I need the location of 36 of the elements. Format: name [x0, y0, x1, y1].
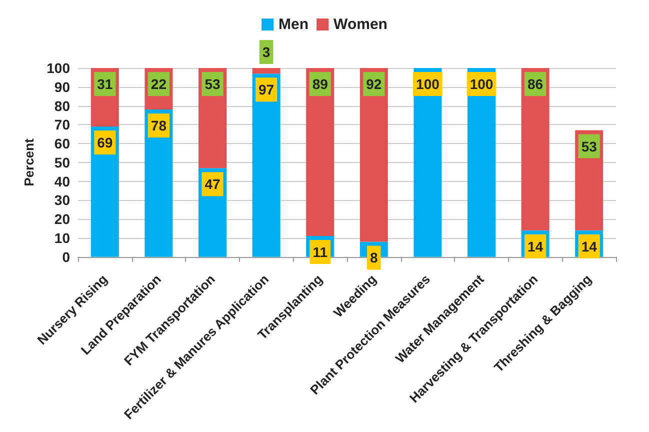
- y-tick-label: 60: [54, 136, 70, 152]
- data-label: 22: [150, 76, 167, 92]
- y-tick-label: 50: [54, 154, 70, 170]
- data-label: 53: [204, 76, 220, 92]
- y-tick-label: 40: [54, 173, 70, 190]
- data-label: 100: [416, 76, 440, 92]
- y-tick-label: 20: [54, 211, 70, 228]
- data-label: 92: [366, 76, 382, 92]
- legend-label: Men: [278, 16, 309, 33]
- bar: [252, 68, 280, 74]
- data-label: 89: [312, 76, 328, 92]
- y-tick-label: 70: [54, 116, 70, 133]
- data-label: 69: [97, 134, 113, 151]
- bar: [252, 74, 280, 257]
- y-tick-label: 80: [54, 98, 70, 114]
- bar: [360, 68, 388, 242]
- bar: [521, 68, 550, 230]
- data-label: 86: [528, 76, 544, 92]
- data-label: 47: [204, 176, 220, 192]
- y-tick-label: 10: [54, 230, 70, 246]
- legend-label: Women: [334, 16, 388, 33]
- data-label: 53: [581, 138, 598, 154]
- data-label: 14: [581, 238, 598, 254]
- data-label: 100: [470, 76, 494, 92]
- y-tick-label: 100: [46, 60, 70, 76]
- data-label: 31: [97, 76, 113, 92]
- data-label: 11: [312, 244, 328, 260]
- data-label: 8: [370, 250, 378, 266]
- y-tick-label: 90: [54, 78, 70, 95]
- data-label: 97: [258, 82, 274, 98]
- data-label: 3: [262, 44, 270, 60]
- data-label: 78: [150, 118, 167, 134]
- data-label: 14: [528, 238, 544, 254]
- y-tick-label: 30: [54, 192, 70, 208]
- y-axis-title: Percent: [22, 138, 37, 186]
- y-tick-label: 0: [62, 248, 70, 265]
